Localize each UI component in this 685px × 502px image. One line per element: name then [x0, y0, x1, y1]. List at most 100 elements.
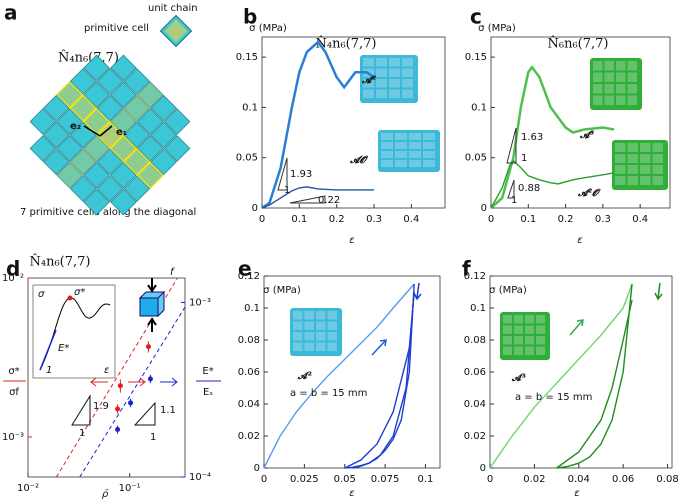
x-tick-label: 0.025 — [290, 474, 319, 485]
sample-image-tile — [514, 336, 523, 345]
primitive-cell — [55, 80, 84, 109]
lattice-cell — [83, 54, 110, 81]
panel-label: d — [6, 257, 20, 281]
x-tick-label: 0.3 — [595, 214, 611, 225]
lattice-cell — [164, 108, 191, 135]
x-tick-label: 0.04 — [568, 474, 590, 485]
series-line — [344, 291, 415, 469]
direction-arrows — [160, 377, 178, 387]
y-tick-label: 0.04 — [464, 399, 486, 410]
primitive-cell — [96, 121, 124, 149]
y-tick-label: 0 — [252, 203, 258, 214]
lattice-cell — [150, 121, 177, 149]
arrow — [99, 125, 113, 137]
sample-image-tile — [536, 325, 545, 334]
sample-image-tile — [627, 143, 638, 152]
y-tick-label: 0.05 — [465, 153, 487, 164]
y-tick-label: 0.12 — [238, 271, 260, 282]
inset-frame — [32, 284, 116, 379]
y-tick-label: 0.06 — [464, 367, 486, 378]
x-tick-label: 0.2 — [329, 214, 345, 225]
panel-a-title: N̂₄n₆(7,7) — [58, 49, 119, 65]
sample-image-tile — [514, 325, 523, 334]
sample-image-tile — [327, 321, 337, 330]
sample-image-tile — [402, 58, 413, 67]
sample-image-tile — [615, 165, 626, 174]
data-point — [147, 376, 153, 382]
slope-triangle — [71, 394, 156, 426]
sample-image-tile — [514, 346, 523, 355]
sample-image-tile — [316, 332, 326, 341]
sample-image-tile — [503, 346, 512, 355]
x-tick-label: 0 — [259, 214, 265, 225]
annotation: 𝓐² — [297, 371, 312, 382]
lattice-cell — [69, 175, 97, 202]
sample-image-tile — [503, 325, 512, 334]
sample-image-tile — [616, 84, 626, 94]
inset-curve — [39, 297, 111, 371]
sample-image-tile — [423, 133, 435, 140]
sample-image-tile — [593, 61, 603, 71]
x-tick-label: 0 — [487, 474, 493, 485]
slope-triangle — [506, 127, 517, 199]
x-tick-label: 0.3 — [366, 214, 382, 225]
x-tick-label: 0.4 — [403, 214, 419, 225]
unload-arrow — [654, 282, 663, 301]
sample-image-tile — [627, 176, 638, 185]
sample-image-tile — [652, 165, 663, 174]
sample-image-tile — [304, 342, 314, 351]
series-line — [261, 186, 375, 209]
x-tick-label: 0 — [488, 214, 494, 225]
sample-image-tile — [409, 142, 421, 149]
primitive-cell — [109, 134, 138, 163]
sample-image-tile — [593, 84, 603, 94]
lattice — [29, 54, 191, 216]
x-tick-label: 0.075 — [371, 474, 400, 485]
x-tick-label: 0.05 — [334, 474, 356, 485]
annotation: 1.9 — [93, 401, 109, 412]
x-axis-label: ε — [574, 488, 580, 499]
sample-image-tile — [616, 61, 626, 71]
sample-image-tile — [627, 95, 637, 105]
sample-image-tile — [402, 68, 413, 77]
plot-frame — [27, 277, 186, 478]
y-axis-label: σf — [9, 387, 19, 398]
lattice-cell — [43, 121, 70, 149]
sample-image-tile — [389, 68, 400, 77]
y-tick-label: 0.02 — [238, 431, 260, 442]
y-axis-label: σ (MPa) — [478, 23, 516, 34]
lattice-cell — [56, 162, 83, 189]
data-point — [145, 344, 151, 350]
lattice-cell — [96, 175, 124, 202]
sample-image-tile — [376, 68, 387, 77]
cube-top — [138, 290, 166, 318]
y-tick-label: 0.12 — [464, 271, 486, 282]
panel-label: c — [470, 5, 482, 29]
sample-image-tile — [304, 311, 314, 320]
lattice-cell — [150, 94, 177, 122]
x-tick-label: 0.1 — [291, 214, 307, 225]
lattice-cell — [110, 189, 137, 216]
x-tick-label: 0.02 — [523, 474, 545, 485]
chart-title: N̂₄n₆(7,7) — [316, 35, 377, 51]
primitive-cell — [69, 94, 97, 122]
y-axis-label: σ* — [8, 366, 19, 377]
lattice-cell — [83, 135, 110, 162]
sample-image-tile — [389, 58, 400, 67]
x-tick-label: 0.1 — [418, 474, 434, 485]
lattice-cell — [29, 135, 56, 162]
sample-image-tile — [652, 176, 663, 185]
plot-frame — [489, 275, 673, 469]
sample-image-tile — [536, 346, 545, 355]
sample-image-tile — [525, 346, 534, 355]
inset-peak — [67, 295, 73, 301]
arrow — [83, 125, 101, 137]
sample-image-tile — [395, 133, 407, 140]
load-arrow — [569, 319, 584, 336]
annotation: 1 — [150, 432, 156, 443]
sample-image-tile — [376, 58, 387, 67]
y-tick-label: 0.1 — [470, 303, 486, 314]
y-tick-label: 0.1 — [244, 303, 260, 314]
sample-image-tile — [525, 325, 534, 334]
e1-label: e₁ — [116, 127, 127, 138]
